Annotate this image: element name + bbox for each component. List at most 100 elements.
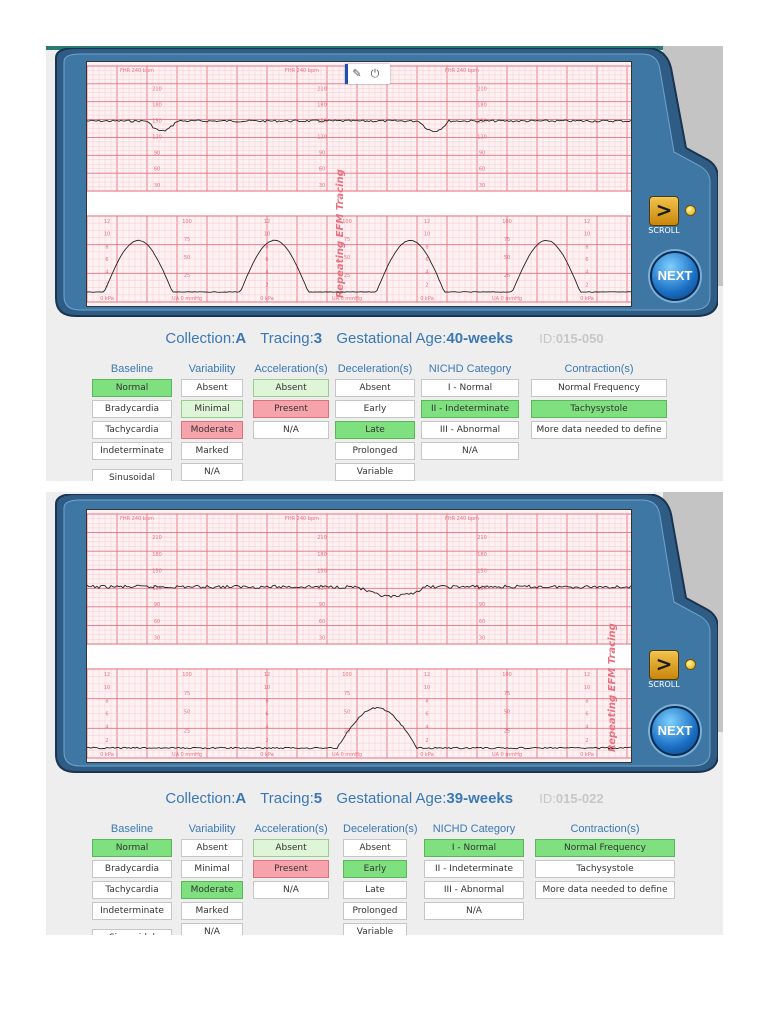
decelerations-option-variable[interactable]: Variable (335, 463, 415, 481)
accelerations-option-n-a[interactable]: N/A (253, 881, 329, 899)
ua-kpa-tick-label: 6 (585, 257, 588, 263)
baseline-option-normal[interactable]: Normal (92, 379, 172, 397)
baseline-option-bradycardia[interactable]: Bradycardia (92, 400, 172, 418)
ua-kpa-tick-label: 2 (265, 738, 268, 744)
fhr-tick-label: 90 (319, 151, 325, 157)
baseline-option-tachycardia[interactable]: Tachycardia (92, 421, 172, 439)
nichd-column: NICHD Category I - Normal II - Indetermina… (421, 362, 519, 460)
decelerations-option-variable[interactable]: Variable (343, 923, 407, 935)
tracing-value: 3 (313, 330, 323, 347)
fhr-tick-label: 120 (477, 135, 487, 141)
ua-kpa-tick-label: 4 (265, 725, 268, 731)
decelerations-option-absent[interactable]: Absent (343, 839, 407, 857)
collection-value: A (235, 790, 247, 807)
nichd-option-i-normal[interactable]: I - Normal (421, 379, 519, 397)
scroll-button[interactable]: > (649, 650, 679, 680)
nichd-option-n-a[interactable]: N/A (421, 442, 519, 460)
variability-option-minimal[interactable]: Minimal (181, 860, 243, 878)
contractions-option-tachysystole[interactable]: Tachysystole (531, 400, 667, 418)
contractions-option-more-data-needed-to-define[interactable]: More data needed to define (535, 881, 675, 899)
ua-mmhg-tick-label: 75 (184, 237, 190, 243)
ua-kpa-tick-label: 12 (424, 672, 430, 678)
ua-scale-label: UA 0 mmHg (172, 296, 202, 302)
decelerations-column: Deceleration(s) Absent Early Late Prolonged V… (343, 822, 418, 935)
tracing-screen: FHR 240 bpm 210 180 150 120 90 60 30 FHR 240 bpm… (86, 509, 632, 763)
ua-mmhg-tick-label: 75 (344, 237, 350, 243)
baseline-option-sinusoidal[interactable]: Sinusoidal (92, 929, 172, 935)
accelerations-option-present[interactable]: Present (253, 400, 329, 418)
ua-kpa-tick-label: 8 (425, 698, 428, 704)
decelerations-option-prolonged[interactable]: Prolonged (343, 902, 407, 920)
fhr-tick-label: 120 (477, 585, 487, 591)
fhr-tick-label: 60 (154, 167, 160, 173)
variability-option-moderate[interactable]: Moderate (181, 881, 243, 899)
fhr-tick-label: 210 (317, 86, 327, 92)
decelerations-option-early[interactable]: Early (343, 860, 407, 878)
accelerations-column: Acceleration(s) Absent Present N/A (253, 362, 329, 439)
decelerations-column: Deceleration(s) Absent Early Late Prolonged V… (335, 362, 415, 481)
nichd-option-i-normal[interactable]: I - Normal (424, 839, 524, 857)
baseline-option-bradycardia[interactable]: Bradycardia (92, 860, 172, 878)
id-label: ID: (539, 791, 556, 806)
variability-option-absent[interactable]: Absent (181, 379, 243, 397)
decelerations-option-late[interactable]: Late (335, 421, 415, 439)
ua-kpa-tick-label: 4 (105, 270, 108, 276)
baseline-option-sinusoidal[interactable]: Sinusoidal (92, 469, 172, 481)
next-button[interactable]: NEXT (650, 706, 700, 756)
fhr-tick-label: 30 (154, 183, 160, 189)
nichd-option-iii-abnormal[interactable]: III - Abnormal (424, 881, 524, 899)
decelerations-option-early[interactable]: Early (335, 400, 415, 418)
baseline-option-normal[interactable]: Normal (92, 839, 172, 857)
ua-kpa-tick-label: 8 (425, 244, 428, 250)
pencil-icon[interactable]: ✎ (352, 67, 362, 80)
decelerations-option-prolonged[interactable]: Prolonged (335, 442, 415, 460)
scroll-button[interactable]: > (649, 196, 679, 226)
scroll-label: SCROLL (648, 680, 680, 689)
contractions-option-more-data-needed-to-define[interactable]: More data needed to define (531, 421, 667, 439)
efm-monitor: FHR 240 bpm 210 180 150 120 90 60 30 FHR 240 bpm… (46, 48, 718, 320)
fhr-tick-label: 30 (319, 183, 325, 189)
ua-kpa-tick-label: 12 (264, 219, 270, 225)
decelerations-option-late[interactable]: Late (343, 881, 407, 899)
gestational-age-label: Gestational Age: (336, 790, 447, 807)
nichd-option-n-a[interactable]: N/A (424, 902, 524, 920)
ua-kpa-tick-label: 10 (424, 232, 430, 238)
ua-mmhg-tick-label: 75 (504, 691, 510, 697)
ua-kpa-tick-label: 12 (104, 219, 110, 225)
variability-option-minimal[interactable]: Minimal (181, 400, 243, 418)
decelerations-option-absent[interactable]: Absent (335, 379, 415, 397)
contractions-column: Contraction(s) Normal Frequency Tachysysto… (531, 362, 667, 439)
baseline-column: Baseline Normal Bradycardia Tachycardia Inde… (92, 822, 172, 935)
variability-option-moderate[interactable]: Moderate (181, 421, 243, 439)
fhr-scale-label: FHR 240 bpm (285, 516, 319, 522)
accelerations-option-absent[interactable]: Absent (253, 379, 329, 397)
variability-option-marked[interactable]: Marked (181, 442, 243, 460)
baseline-option-indeterminate[interactable]: Indeterminate (92, 902, 172, 920)
contractions-option-tachysystole[interactable]: Tachysystole (535, 860, 675, 878)
fhr-scale-label: FHR 240 bpm (285, 68, 319, 74)
contractions-option-normal-frequency[interactable]: Normal Frequency (535, 839, 675, 857)
fhr-tick-label: 150 (152, 118, 162, 124)
nichd-option-iii-abnormal[interactable]: III - Abnormal (421, 421, 519, 439)
variability-option-n-a[interactable]: N/A (181, 463, 243, 481)
nichd-option-ii-indeterminate[interactable]: II - Indeterminate (421, 400, 519, 418)
next-button[interactable]: NEXT (650, 251, 700, 301)
accelerations-option-absent[interactable]: Absent (253, 839, 329, 857)
ua-kpa-tick-label: 6 (265, 712, 268, 718)
accelerations-option-n-a[interactable]: N/A (253, 421, 329, 439)
ua-trace (87, 706, 631, 750)
variability-option-marked[interactable]: Marked (181, 902, 243, 920)
variability-option-n-a[interactable]: N/A (181, 923, 243, 935)
repeating-efm-label: Repeating EFM Tracing (607, 623, 618, 752)
contractions-option-normal-frequency[interactable]: Normal Frequency (531, 379, 667, 397)
baseline-option-indeterminate[interactable]: Indeterminate (92, 442, 172, 460)
nichd-option-ii-indeterminate[interactable]: II - Indeterminate (424, 860, 524, 878)
ua-kpa-tick-label: 6 (265, 257, 268, 263)
accelerations-option-present[interactable]: Present (253, 860, 329, 878)
baseline-option-tachycardia[interactable]: Tachycardia (92, 881, 172, 899)
tracing-value: 5 (313, 790, 323, 807)
variability-option-absent[interactable]: Absent (181, 839, 243, 857)
power-icon[interactable]: ⏻ (370, 67, 380, 80)
